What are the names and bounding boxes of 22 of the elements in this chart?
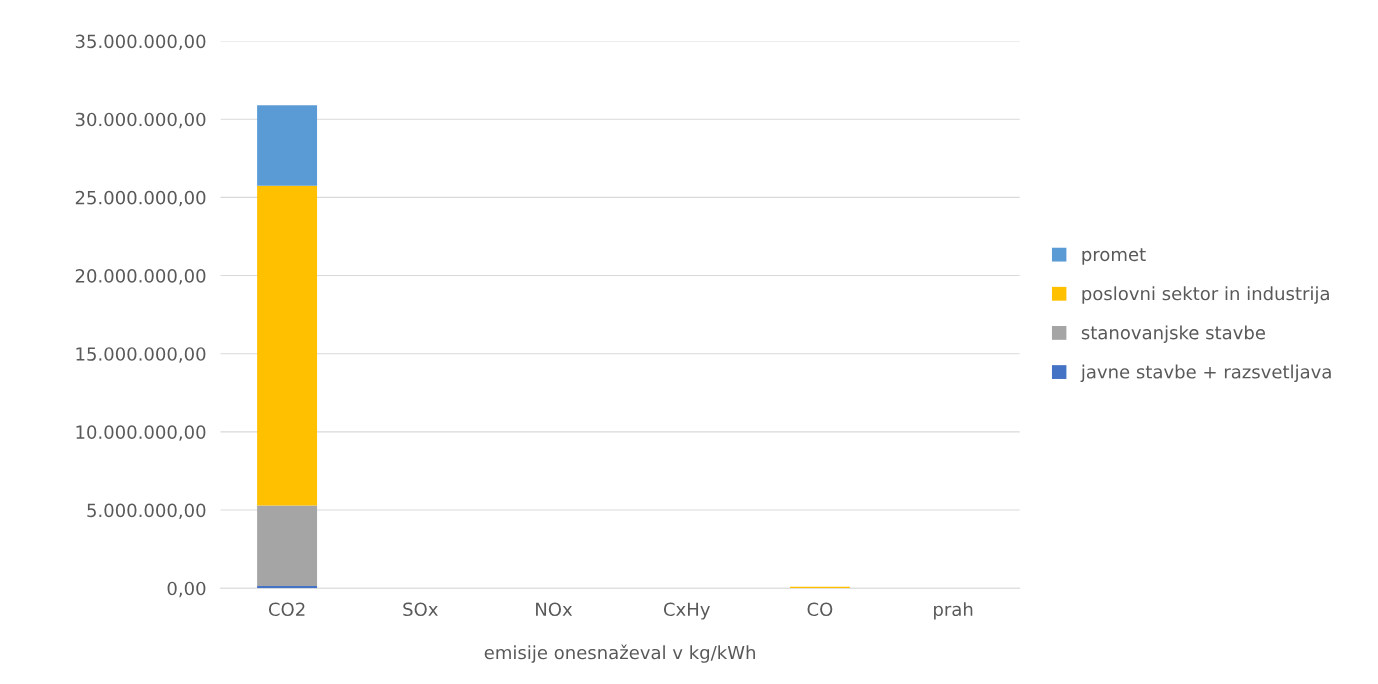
y-tick-label: 5.000.000,00 <box>87 503 206 520</box>
x-tick-label: CO <box>807 602 833 617</box>
x-tick-label: CO2 <box>268 602 305 617</box>
bar <box>257 105 318 186</box>
legend-label: poslovni sektor in industrija <box>1082 286 1329 304</box>
legend-label: javne stavbe + razsvetljava <box>1080 364 1331 383</box>
x-axis-title: emisije onesnaževal v kg/kWh <box>484 644 755 663</box>
bar <box>257 505 318 586</box>
y-tick-label: 20.000.000,00 <box>75 269 206 285</box>
y-tick-label: 10.000.000,00 <box>76 425 206 441</box>
legend-label: promet <box>1082 248 1146 265</box>
x-tick-label: CxHy <box>663 602 710 620</box>
y-tick-label: 15.000.000,00 <box>76 347 206 363</box>
y-tick-label: 25.000.000,00 <box>75 190 206 207</box>
legend-label: stanovanjske stavbe <box>1081 325 1265 343</box>
y-tick-label: 30.000.000,00 <box>75 112 206 129</box>
y-tick-label: 0,00 <box>167 581 206 598</box>
x-tick-label: NOx <box>536 602 573 617</box>
x-tick-label: SOx <box>403 602 438 617</box>
bar <box>257 185 318 506</box>
y-tick-label: 35.000.000,00 <box>75 34 206 50</box>
x-tick-label: prah <box>934 602 973 620</box>
